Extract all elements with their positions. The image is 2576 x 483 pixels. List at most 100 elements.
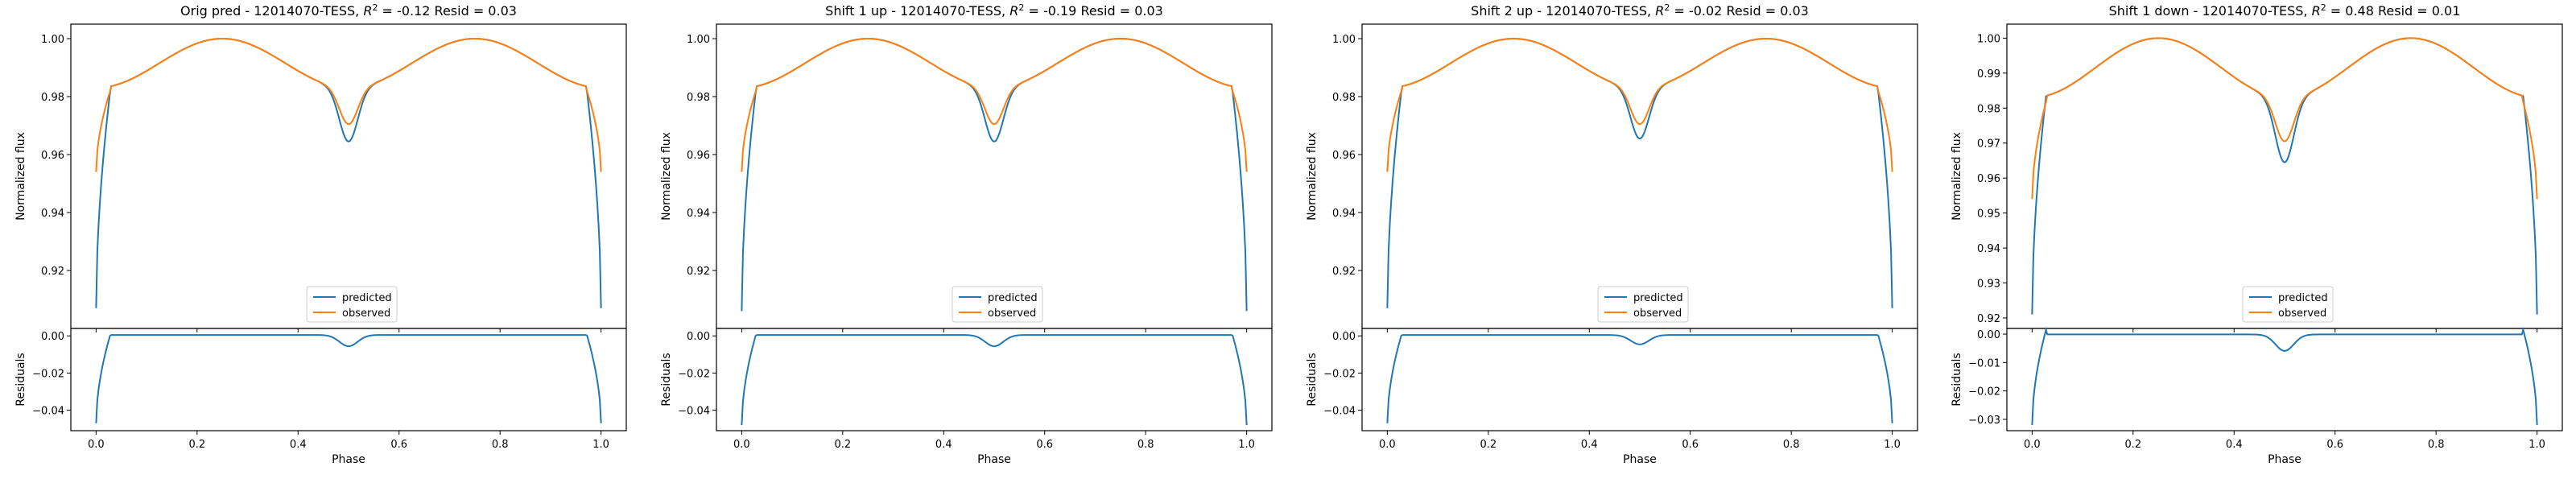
r2-symbol: R <box>2312 3 2321 19</box>
legend-label-predicted: predicted <box>342 292 392 304</box>
resid-text: Resid = 0.03 <box>1726 3 1808 19</box>
y-tick-label-flux: 0.98 <box>1332 92 1356 104</box>
y-tick-label-residual: −0.02 <box>1323 368 1356 380</box>
r2-equals: = <box>1024 3 1043 19</box>
flux-axes-frame <box>716 23 1273 329</box>
series-line-observed <box>2031 37 2538 200</box>
r2-exponent: 2 <box>1664 2 1670 13</box>
x-tick-label: 0.2 <box>834 439 851 451</box>
r2-exponent: 2 <box>1018 2 1024 13</box>
chart-title: Shift 1 down - 12014070-TESS, R2 = 0.48 … <box>2109 2 2461 19</box>
chart-panel-3: Shift 2 up - 12014070-TESS, R2 = -0.02 R… <box>1306 2 1918 466</box>
r2-equals: = <box>2326 3 2346 19</box>
y-tick-label-flux: 0.92 <box>1977 313 2000 325</box>
y-axis-label-residual: Residuals <box>14 353 27 406</box>
x-tick-label: 0.4 <box>935 439 952 451</box>
chart-title-text: Shift 1 up - 12014070-TESS, <box>825 3 1009 19</box>
y-axis-label-residual: Residuals <box>660 353 673 406</box>
y-tick-label-residual: −0.04 <box>1323 406 1356 418</box>
y-tick-label-residual: −0.02 <box>1968 386 2000 398</box>
r2-symbol: R <box>1655 3 1664 19</box>
series-line-residual <box>741 334 1248 426</box>
x-tick-label: 0.8 <box>2428 439 2445 451</box>
flux-axes-frame <box>2006 23 2563 329</box>
flux-axes-frame <box>1361 23 1918 329</box>
y-tick-label-flux: 0.94 <box>687 208 710 220</box>
y-tick-label-flux: 0.96 <box>41 150 64 162</box>
y-tick-label-residual: 0.00 <box>41 331 64 343</box>
x-tick-label: 0.0 <box>1379 439 1396 451</box>
x-tick-label: 0.6 <box>1682 439 1699 451</box>
y-tick-label-residual: 0.00 <box>687 331 710 343</box>
y-tick-label-residual: −0.01 <box>1968 357 2000 369</box>
y-tick-label-residual: −0.03 <box>1968 415 2000 427</box>
x-tick-label: 0.8 <box>492 439 509 451</box>
series-line-observed <box>95 37 602 172</box>
y-tick-label-flux: 0.98 <box>41 92 64 104</box>
chart-panel-1: Orig pred - 12014070-TESS, R2 = -0.12 Re… <box>14 2 627 466</box>
y-tick-label-residual: −0.02 <box>32 368 64 380</box>
x-tick-label: 0.0 <box>733 439 750 451</box>
legend: predicted observed <box>952 286 1043 323</box>
y-tick-label-flux: 0.94 <box>1332 208 1356 220</box>
r2-value: -0.19 <box>1043 3 1076 19</box>
series-line-observed <box>741 37 1248 172</box>
resid-text: Resid = 0.01 <box>2378 3 2460 19</box>
y-tick-label-residual: −0.04 <box>678 406 710 418</box>
legend: predicted observed <box>2242 286 2334 323</box>
flux-axes-frame <box>70 23 627 329</box>
y-tick-label-flux: 1.00 <box>41 34 64 46</box>
y-tick-label-flux: 0.98 <box>1977 103 2000 115</box>
resid-text: Resid = 0.03 <box>1080 3 1162 19</box>
x-axis-label: Phase <box>332 453 365 466</box>
r2-value: -0.12 <box>397 3 430 19</box>
r2-value: 0.48 <box>2345 3 2374 19</box>
r2-equals: = <box>378 3 397 19</box>
y-tick-label-residual: −0.02 <box>678 368 710 380</box>
y-tick-label-flux: 0.92 <box>687 266 710 278</box>
y-tick-label-flux: 0.92 <box>41 266 64 278</box>
y-tick-label-residual: 0.00 <box>1332 331 1356 343</box>
series-line-observed <box>1386 37 1893 172</box>
y-axis-label-residual: Residuals <box>1951 353 1963 406</box>
y-tick-label-flux: 0.98 <box>687 92 710 104</box>
legend-label-predicted: predicted <box>988 292 1038 304</box>
chart-panel-2: Shift 1 up - 12014070-TESS, R2 = -0.19 R… <box>660 2 1273 466</box>
r2-symbol: R <box>363 3 372 19</box>
residual-axes-frame <box>716 328 1273 431</box>
x-tick-label: 0.6 <box>1036 439 1053 451</box>
x-tick-label: 0.6 <box>390 439 407 451</box>
x-tick-label: 0.2 <box>1480 439 1496 451</box>
y-tick-label-flux: 0.92 <box>1332 266 1356 278</box>
chart-title: Shift 2 up - 12014070-TESS, R2 = -0.02 R… <box>1471 2 1809 19</box>
y-tick-label-flux: 0.99 <box>1977 68 2000 80</box>
residual-axes-frame <box>70 328 627 431</box>
legend-label-predicted: predicted <box>2278 292 2328 304</box>
y-axis-label-flux: Normalized flux <box>1951 132 1963 221</box>
y-tick-label-flux: 0.95 <box>1977 208 2000 221</box>
x-tick-label: 0.0 <box>88 439 105 451</box>
legend: predicted observed <box>306 286 398 323</box>
x-axis-label: Phase <box>977 453 1011 466</box>
x-tick-label: 0.2 <box>188 439 205 451</box>
y-tick-label-flux: 0.93 <box>1977 279 2000 291</box>
legend-label-observed: observed <box>342 308 390 320</box>
x-tick-label: 1.0 <box>1884 439 1901 451</box>
chart-title: Shift 1 up - 12014070-TESS, R2 = -0.19 R… <box>825 2 1163 19</box>
x-tick-label: 0.2 <box>2124 439 2141 451</box>
y-tick-label-flux: 0.94 <box>41 208 64 220</box>
x-tick-label: 1.0 <box>1238 439 1255 451</box>
y-tick-label-residual: 0.00 <box>1977 329 2000 341</box>
x-tick-label: 0.8 <box>1783 439 1800 451</box>
residual-axes-frame <box>1361 328 1918 431</box>
r2-symbol: R <box>1009 3 1018 19</box>
r2-value: -0.02 <box>1689 3 1722 19</box>
x-tick-label: 0.0 <box>2024 439 2041 451</box>
x-tick-label: 1.0 <box>2529 439 2545 451</box>
y-axis-label-flux: Normalized flux <box>14 132 27 221</box>
series-line-predicted <box>741 37 1248 312</box>
chart-title-text: Orig pred - 12014070-TESS, <box>180 3 363 19</box>
y-axis-label-flux: Normalized flux <box>1306 132 1319 221</box>
series-line-residual <box>1386 334 1893 423</box>
x-axis-label: Phase <box>2268 453 2301 466</box>
